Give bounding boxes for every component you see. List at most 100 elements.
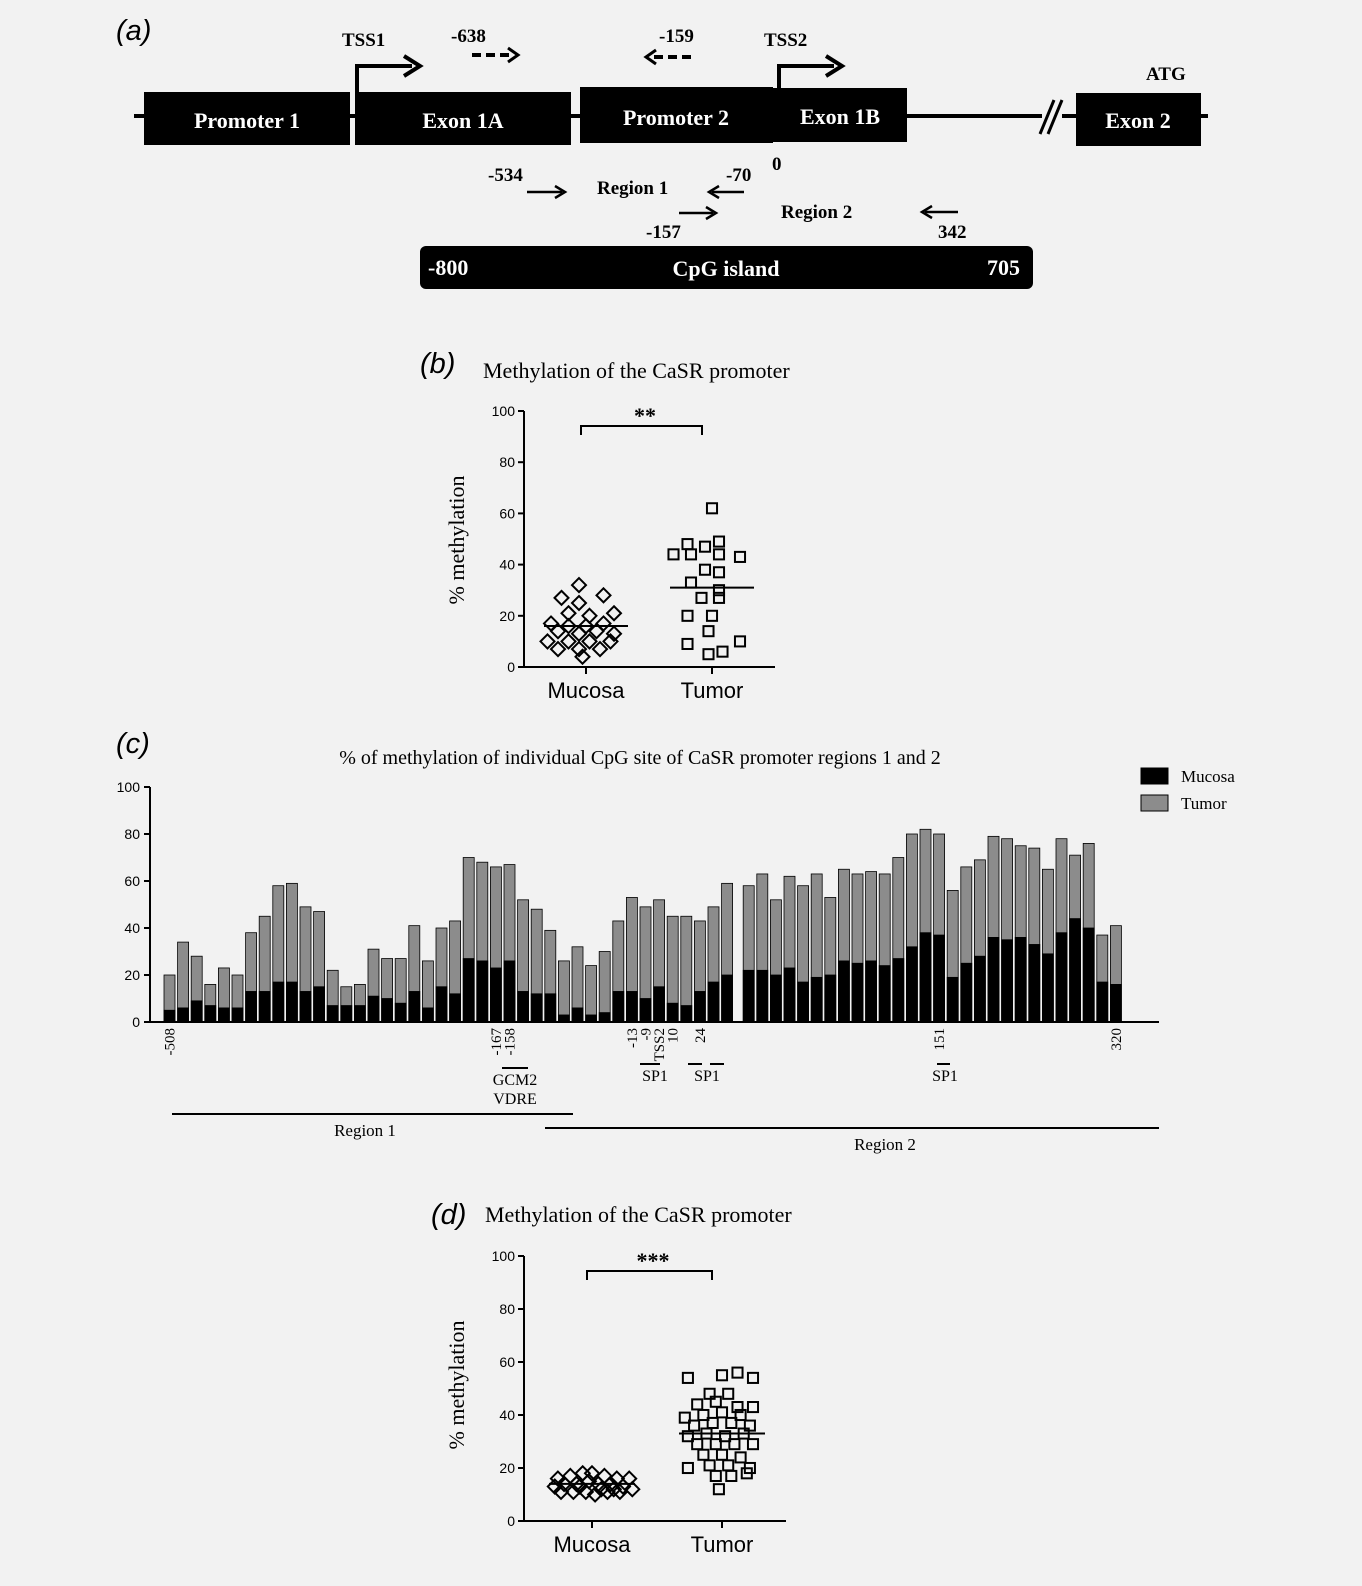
mucosa-bar <box>449 993 462 1023</box>
mucosa-bar <box>756 969 769 1023</box>
mucosa-bar <box>960 962 973 1023</box>
panel-b-plot: 0 20 40 60 80 100 Mucosa Tumor ** <box>492 403 775 703</box>
x-category-label: Mucosa <box>553 1532 631 1557</box>
cpg-position-label: 320 <box>1109 1028 1125 1051</box>
diamond-point <box>592 1480 610 1498</box>
mucosa-bar <box>163 1009 176 1023</box>
square-point <box>698 563 712 576</box>
diamond-point <box>599 1483 616 1501</box>
diamond-point <box>583 1464 601 1482</box>
significance-stars: ** <box>634 403 656 428</box>
square-point <box>734 1451 747 1464</box>
legend-swatch-tumor <box>1140 794 1169 812</box>
gcm2-label: GCM2 <box>493 1072 537 1089</box>
x-category-label: Tumor <box>691 1532 754 1557</box>
region2-reverse-head <box>919 204 933 220</box>
mucosa-bar <box>489 967 502 1023</box>
mucosa-bar <box>838 960 850 1023</box>
square-point <box>703 1459 716 1472</box>
square-point <box>743 1419 756 1432</box>
square-point <box>705 502 719 515</box>
diamond-point <box>581 632 598 650</box>
mucosa-bar <box>1014 937 1027 1023</box>
mucosa-bar <box>1028 944 1041 1023</box>
mucosa-bar <box>421 1007 434 1023</box>
square-point <box>681 1430 694 1443</box>
mucosa-bar <box>585 1014 597 1023</box>
region1-reverse-head <box>706 184 720 200</box>
mucosa-bar <box>653 986 665 1023</box>
panel-c: (c) % of methylation of individual CpG s… <box>116 728 1235 1154</box>
mucosa-bar <box>313 986 326 1023</box>
panel-d-ylabel: % methylation <box>444 1321 469 1450</box>
square-point <box>667 548 680 561</box>
cpg-position-label: 24 <box>693 1028 709 1044</box>
square-point <box>712 591 726 604</box>
diamond-point <box>560 632 577 650</box>
square-point <box>712 1483 725 1496</box>
pos-m534-label: -534 <box>488 165 523 186</box>
cpg-position-label: -13 <box>625 1028 641 1048</box>
exon1b-box <box>773 88 907 142</box>
cpg-position-label: 10 <box>666 1028 682 1043</box>
tss1-arrowhead <box>402 54 424 78</box>
y-tick-label: 20 <box>124 967 140 983</box>
square-point <box>709 1395 722 1408</box>
legend-label-mucosa: Mucosa <box>1181 767 1235 786</box>
mucosa-bar <box>919 932 932 1023</box>
y-tick-label: 0 <box>507 659 515 675</box>
pos-342-label: 342 <box>938 222 967 243</box>
square-point <box>705 609 719 622</box>
mucosa-bar <box>394 1002 407 1023</box>
y-tick-label: 80 <box>124 826 140 842</box>
diamond-point <box>570 576 588 594</box>
diamond-point <box>574 648 591 666</box>
square-point <box>681 538 694 551</box>
mucosa-bar <box>558 1014 570 1023</box>
mucosa-bar <box>1055 932 1068 1023</box>
y-tick-label: 100 <box>492 403 516 419</box>
mucosa-bar <box>353 1005 366 1023</box>
cpg-position-label: -508 <box>163 1028 179 1056</box>
diamond-point <box>549 640 567 658</box>
square-point <box>695 591 708 604</box>
mucosa-bar <box>435 986 448 1023</box>
square-point <box>681 609 694 622</box>
legend-swatch-mucosa <box>1140 767 1169 785</box>
square-point <box>706 1416 719 1429</box>
mucosa-bar <box>272 981 285 1023</box>
square-point <box>697 1408 710 1422</box>
exon1b-label: Exon 1B <box>800 104 880 129</box>
mucosa-bar <box>721 974 733 1023</box>
diamond-point <box>549 622 567 640</box>
significance-bracket <box>580 425 703 435</box>
pos-m70-label: -70 <box>726 165 751 186</box>
cpg-island-label: CpG island <box>673 256 780 281</box>
y-tick-label: 100 <box>492 1248 516 1264</box>
mucosa-bar <box>1110 984 1122 1023</box>
mucosa-bar <box>544 993 557 1023</box>
vdre-label: VDRE <box>493 1091 537 1108</box>
square-point <box>733 635 747 648</box>
square-point <box>688 1419 701 1432</box>
diamond-point <box>564 1483 582 1501</box>
sp1-label-b: SP1 <box>694 1068 720 1085</box>
cpg-start-label: -800 <box>428 255 468 280</box>
square-point <box>716 645 729 658</box>
cpg-position-label: -158 <box>503 1028 519 1056</box>
square-point <box>712 584 726 597</box>
mucosa-bar <box>571 1007 584 1023</box>
square-point <box>712 548 726 561</box>
mucosa-bar <box>987 937 1000 1023</box>
mucosa-bar <box>892 958 905 1023</box>
region2-span-label: Region 2 <box>854 1135 916 1154</box>
tss1-arrow <box>355 64 412 92</box>
square-point <box>719 1430 732 1443</box>
mucosa-bar <box>742 969 755 1023</box>
exon1a-label: Exon 1A <box>422 108 503 133</box>
cpg-island-bar <box>420 246 1033 289</box>
square-point <box>691 1438 704 1451</box>
mucosa-bar <box>865 960 877 1023</box>
promoter2-box <box>580 87 773 143</box>
